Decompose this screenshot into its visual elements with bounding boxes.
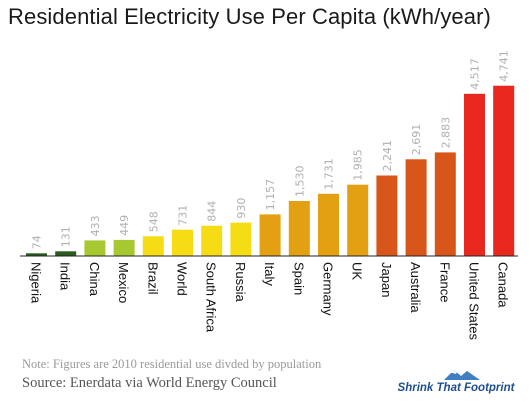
category-label-russia: Russia	[233, 262, 248, 303]
bar-brazil	[142, 236, 164, 256]
bar-world	[172, 229, 193, 256]
mountain-snow-icon	[451, 370, 457, 374]
bar-japan	[376, 175, 398, 256]
data-label-brazil: 548	[147, 211, 160, 232]
category-label-mexico: Mexico	[116, 262, 131, 303]
category-labels-group: Nigeria India China Mexico Brazil World South …	[29, 262, 511, 341]
data-label-uk: 1,985	[352, 149, 365, 181]
data-label-mexico: 449	[118, 215, 131, 236]
data-label-france: 2,883	[439, 117, 452, 149]
data-label-germany: 1,731	[323, 158, 336, 190]
bar-germany	[318, 193, 339, 256]
bar-russia	[230, 222, 252, 256]
category-label-world: World	[175, 262, 190, 296]
value-labels-group: 74 131 433 449 548 731 844 930 1,157 1,530 1,731 1,…	[31, 50, 511, 249]
data-label-south-africa: 844	[206, 201, 219, 222]
shrink-that-footprint-logo: Shrink That Footprint	[388, 367, 524, 397]
chart-source: Source: Enerdata via World Energy Counci…	[22, 375, 277, 391]
data-label-china: 433	[89, 215, 102, 236]
data-label-india: 131	[60, 226, 73, 247]
bar-uk	[347, 184, 369, 256]
category-label-italy: Italy	[262, 262, 277, 286]
bar-nigeria	[26, 253, 47, 256]
data-label-australia: 2,691	[410, 124, 423, 156]
data-label-world: 731	[177, 205, 190, 226]
bar-mexico	[113, 239, 135, 256]
bar-china	[84, 240, 106, 256]
data-label-nigeria: 74	[31, 235, 44, 249]
bar-spain	[288, 201, 310, 256]
bars-group	[26, 85, 515, 256]
bar-south-africa	[201, 225, 223, 256]
category-label-brazil: Brazil	[145, 262, 160, 295]
category-label-france: France	[437, 262, 452, 302]
data-label-russia: 930	[235, 198, 248, 219]
data-label-united-states: 4,517	[469, 58, 482, 90]
bar-canada	[493, 85, 515, 256]
category-label-germany: Germany	[321, 262, 336, 316]
category-label-india: India	[58, 262, 73, 291]
chart-title: Residential Electricity Use Per Capita (…	[8, 4, 491, 29]
logo-text: Shrink That Footprint	[398, 382, 516, 394]
data-label-spain: 1,530	[293, 166, 306, 198]
category-label-nigeria: Nigeria	[29, 262, 44, 304]
category-label-united-states: United States	[467, 262, 482, 341]
bar-france	[434, 152, 456, 256]
mountain-icon	[444, 370, 480, 380]
category-label-spain: Spain	[291, 262, 306, 295]
bar-united-states	[464, 93, 485, 256]
bar-india	[55, 251, 77, 256]
bar-australia	[405, 159, 427, 256]
chart-note: Note: Figures are 2010 residential use d…	[22, 357, 322, 371]
bar-italy	[259, 214, 281, 256]
category-label-china: China	[87, 262, 102, 297]
category-label-australia: Australia	[408, 262, 423, 313]
category-label-canada: Canada	[496, 262, 511, 308]
category-label-japan: Japan	[379, 262, 394, 297]
data-label-italy: 1,157	[264, 179, 277, 211]
data-label-japan: 2,241	[381, 140, 394, 172]
data-label-canada: 4,741	[498, 50, 511, 82]
category-label-south-africa: South Africa	[204, 262, 219, 333]
category-label-uk: UK	[350, 262, 365, 280]
